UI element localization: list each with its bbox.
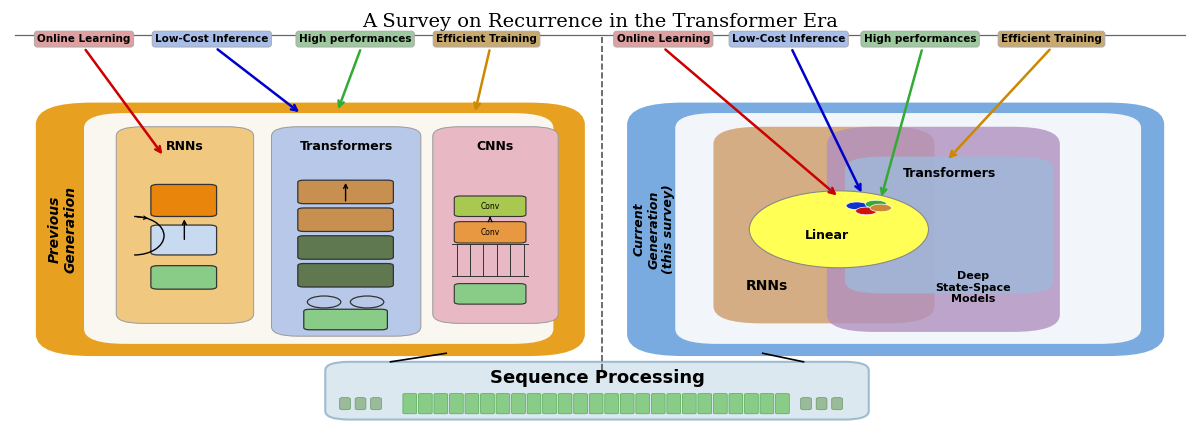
FancyBboxPatch shape	[325, 362, 869, 420]
FancyBboxPatch shape	[605, 394, 618, 414]
Text: Online Learning: Online Learning	[617, 34, 710, 44]
FancyBboxPatch shape	[816, 397, 827, 410]
FancyBboxPatch shape	[84, 113, 553, 344]
FancyBboxPatch shape	[845, 157, 1054, 294]
FancyBboxPatch shape	[304, 309, 388, 330]
FancyBboxPatch shape	[298, 180, 394, 204]
FancyBboxPatch shape	[574, 394, 588, 414]
FancyBboxPatch shape	[466, 394, 479, 414]
Text: Previous
Generation: Previous Generation	[48, 186, 78, 273]
FancyBboxPatch shape	[433, 127, 558, 323]
FancyBboxPatch shape	[38, 105, 582, 353]
Text: Current
Generation
(this survey): Current Generation (this survey)	[632, 184, 676, 274]
FancyBboxPatch shape	[630, 105, 1162, 353]
Text: Conv: Conv	[480, 202, 499, 211]
FancyBboxPatch shape	[271, 127, 421, 336]
FancyBboxPatch shape	[714, 394, 727, 414]
FancyBboxPatch shape	[652, 394, 665, 414]
FancyBboxPatch shape	[455, 284, 526, 304]
FancyBboxPatch shape	[455, 196, 526, 216]
FancyBboxPatch shape	[151, 225, 216, 255]
Text: Low-Cost Inference: Low-Cost Inference	[155, 34, 269, 44]
FancyBboxPatch shape	[676, 113, 1141, 344]
FancyBboxPatch shape	[371, 397, 382, 410]
Text: Conv: Conv	[480, 228, 499, 237]
FancyBboxPatch shape	[151, 266, 216, 289]
Text: Online Learning: Online Learning	[37, 34, 131, 44]
FancyBboxPatch shape	[496, 394, 510, 414]
Text: CNNs: CNNs	[476, 139, 514, 152]
FancyBboxPatch shape	[298, 208, 394, 232]
FancyBboxPatch shape	[542, 394, 557, 414]
FancyBboxPatch shape	[455, 222, 526, 243]
FancyBboxPatch shape	[450, 394, 463, 414]
Text: A Survey on Recurrence in the Transformer Era: A Survey on Recurrence in the Transforme…	[362, 13, 838, 32]
FancyBboxPatch shape	[800, 397, 811, 410]
Text: Deep
State-Space
Models: Deep State-Space Models	[936, 271, 1012, 304]
FancyBboxPatch shape	[683, 394, 696, 414]
FancyBboxPatch shape	[298, 264, 394, 287]
FancyBboxPatch shape	[636, 394, 649, 414]
FancyBboxPatch shape	[298, 236, 394, 259]
Text: High performances: High performances	[864, 34, 977, 44]
FancyBboxPatch shape	[527, 394, 541, 414]
FancyBboxPatch shape	[744, 394, 758, 414]
Text: Efficient Training: Efficient Training	[1001, 34, 1102, 44]
FancyBboxPatch shape	[151, 184, 216, 216]
Text: High performances: High performances	[299, 34, 412, 44]
Ellipse shape	[749, 191, 929, 268]
FancyBboxPatch shape	[355, 397, 366, 410]
Circle shape	[870, 204, 892, 212]
FancyBboxPatch shape	[827, 127, 1060, 332]
Text: RNNs: RNNs	[746, 279, 788, 294]
Text: RNNs: RNNs	[166, 139, 204, 152]
Circle shape	[846, 202, 868, 210]
FancyBboxPatch shape	[419, 394, 432, 414]
FancyBboxPatch shape	[730, 394, 743, 414]
FancyBboxPatch shape	[667, 394, 680, 414]
FancyBboxPatch shape	[775, 394, 790, 414]
FancyBboxPatch shape	[511, 394, 526, 414]
FancyBboxPatch shape	[434, 394, 448, 414]
Text: Efficient Training: Efficient Training	[436, 34, 536, 44]
FancyBboxPatch shape	[832, 397, 842, 410]
Text: Transformers: Transformers	[300, 139, 392, 152]
FancyBboxPatch shape	[698, 394, 712, 414]
FancyBboxPatch shape	[760, 394, 774, 414]
FancyBboxPatch shape	[620, 394, 634, 414]
FancyBboxPatch shape	[589, 394, 602, 414]
Circle shape	[865, 200, 887, 208]
FancyBboxPatch shape	[714, 127, 935, 323]
Text: Linear: Linear	[805, 229, 850, 242]
FancyBboxPatch shape	[116, 127, 253, 323]
FancyBboxPatch shape	[480, 394, 494, 414]
Text: Transformers: Transformers	[902, 167, 996, 180]
FancyBboxPatch shape	[340, 397, 350, 410]
FancyBboxPatch shape	[403, 394, 416, 414]
FancyBboxPatch shape	[558, 394, 572, 414]
Text: Low-Cost Inference: Low-Cost Inference	[732, 34, 846, 44]
Circle shape	[856, 207, 877, 215]
Text: Sequence Processing: Sequence Processing	[490, 369, 704, 387]
